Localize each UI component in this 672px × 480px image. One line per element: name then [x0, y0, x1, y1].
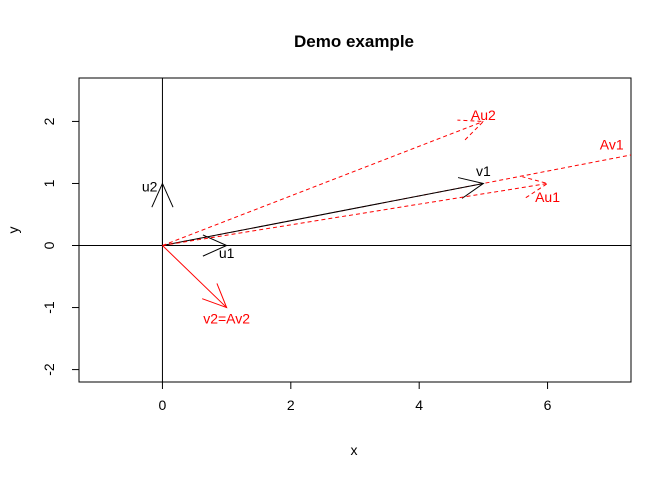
vector-u1-arrowhead	[202, 234, 228, 257]
vector-u1	[162, 234, 228, 257]
vector-au1-shaft	[162, 182, 548, 247]
vector-v1	[162, 177, 485, 247]
x-axis-label: x	[351, 442, 358, 458]
label-av1-line: Av1	[600, 136, 624, 152]
vector-au1-arrowhead	[522, 176, 549, 199]
vector-au2-shaft	[162, 120, 484, 246]
label-u1: u1	[219, 245, 235, 261]
vector-v2-arrowhead	[202, 283, 228, 309]
x-tick-label: 0	[159, 397, 167, 413]
y-tick-label: -1	[41, 301, 57, 314]
y-tick-label: 2	[41, 117, 57, 125]
label-v1: v1	[476, 163, 491, 179]
x-axis: 0 2 4 6	[159, 381, 552, 413]
vector-v1-arrowhead	[457, 177, 485, 199]
label-au2: Au2	[471, 107, 496, 123]
x-tick-label: 6	[544, 397, 552, 413]
chart-title: Demo example	[294, 32, 414, 51]
y-tick-label: 0	[41, 241, 57, 249]
x-tick-label: 4	[415, 397, 423, 413]
plot-content	[79, 78, 631, 382]
vector-u2-arrowhead	[151, 182, 174, 208]
plot-box	[78, 77, 632, 383]
label-au1: Au1	[535, 189, 560, 205]
vector-v2	[162, 245, 228, 309]
y-tick-label: -2	[41, 363, 57, 376]
vector-au2	[162, 119, 485, 246]
y-axis: -2 -1 0 1 2	[41, 117, 80, 376]
plot-area: Av1 v1 u1 u2 v2=Av2 Au1 Au2	[78, 77, 632, 383]
y-axis-label: y	[5, 227, 21, 234]
x-tick-label: 2	[287, 397, 295, 413]
label-v2: v2=Av2	[203, 311, 250, 327]
vector-u2	[151, 182, 174, 246]
vector-v2-shaft	[162, 245, 227, 308]
vector-au2-arrowhead	[457, 119, 485, 141]
label-u2: u2	[142, 179, 158, 195]
vector-v1-shaft	[162, 182, 484, 247]
vector-au1	[162, 176, 549, 247]
y-tick-label: 1	[41, 179, 57, 187]
